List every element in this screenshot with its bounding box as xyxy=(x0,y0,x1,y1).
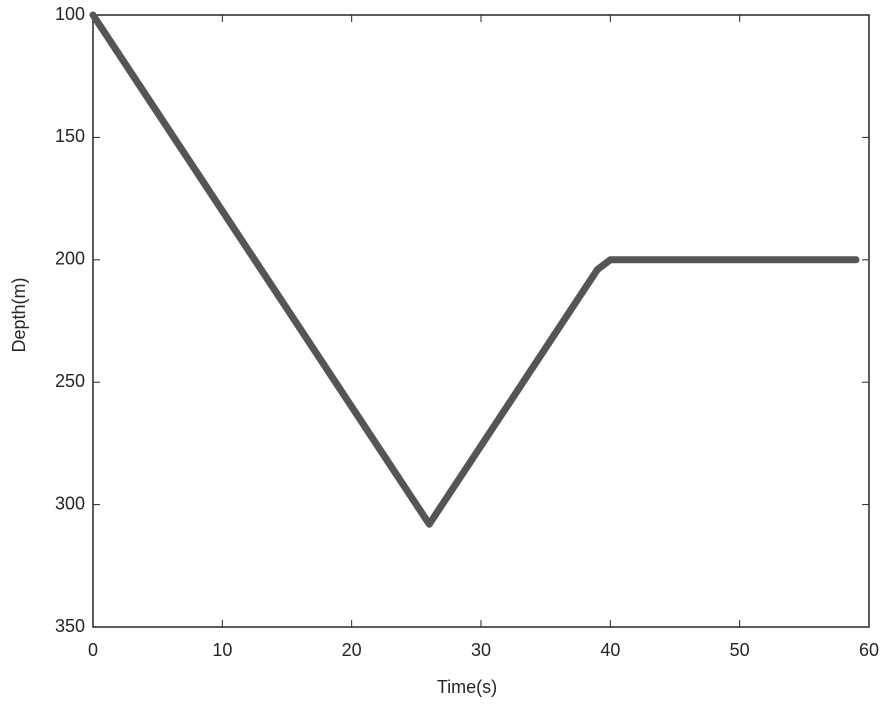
y-tick-label: 100 xyxy=(55,4,85,24)
x-tick-label: 30 xyxy=(471,640,491,660)
y-tick-label: 150 xyxy=(55,126,85,146)
x-tick-label: 10 xyxy=(212,640,232,660)
x-tick-label: 0 xyxy=(88,640,98,660)
y-tick-label: 300 xyxy=(55,493,85,513)
x-tick-label: 50 xyxy=(730,640,750,660)
y-tick-label: 200 xyxy=(55,249,85,269)
x-axis-label: Time(s) xyxy=(437,677,497,697)
y-tick-label: 250 xyxy=(55,371,85,391)
x-tick-label: 40 xyxy=(600,640,620,660)
x-tick-label: 60 xyxy=(859,640,879,660)
y-tick-label: 350 xyxy=(55,616,85,636)
data-line xyxy=(89,11,860,528)
plot-frame xyxy=(92,14,870,628)
x-tick-label: 20 xyxy=(342,640,362,660)
y-axis-label: Depth(m) xyxy=(9,277,29,352)
